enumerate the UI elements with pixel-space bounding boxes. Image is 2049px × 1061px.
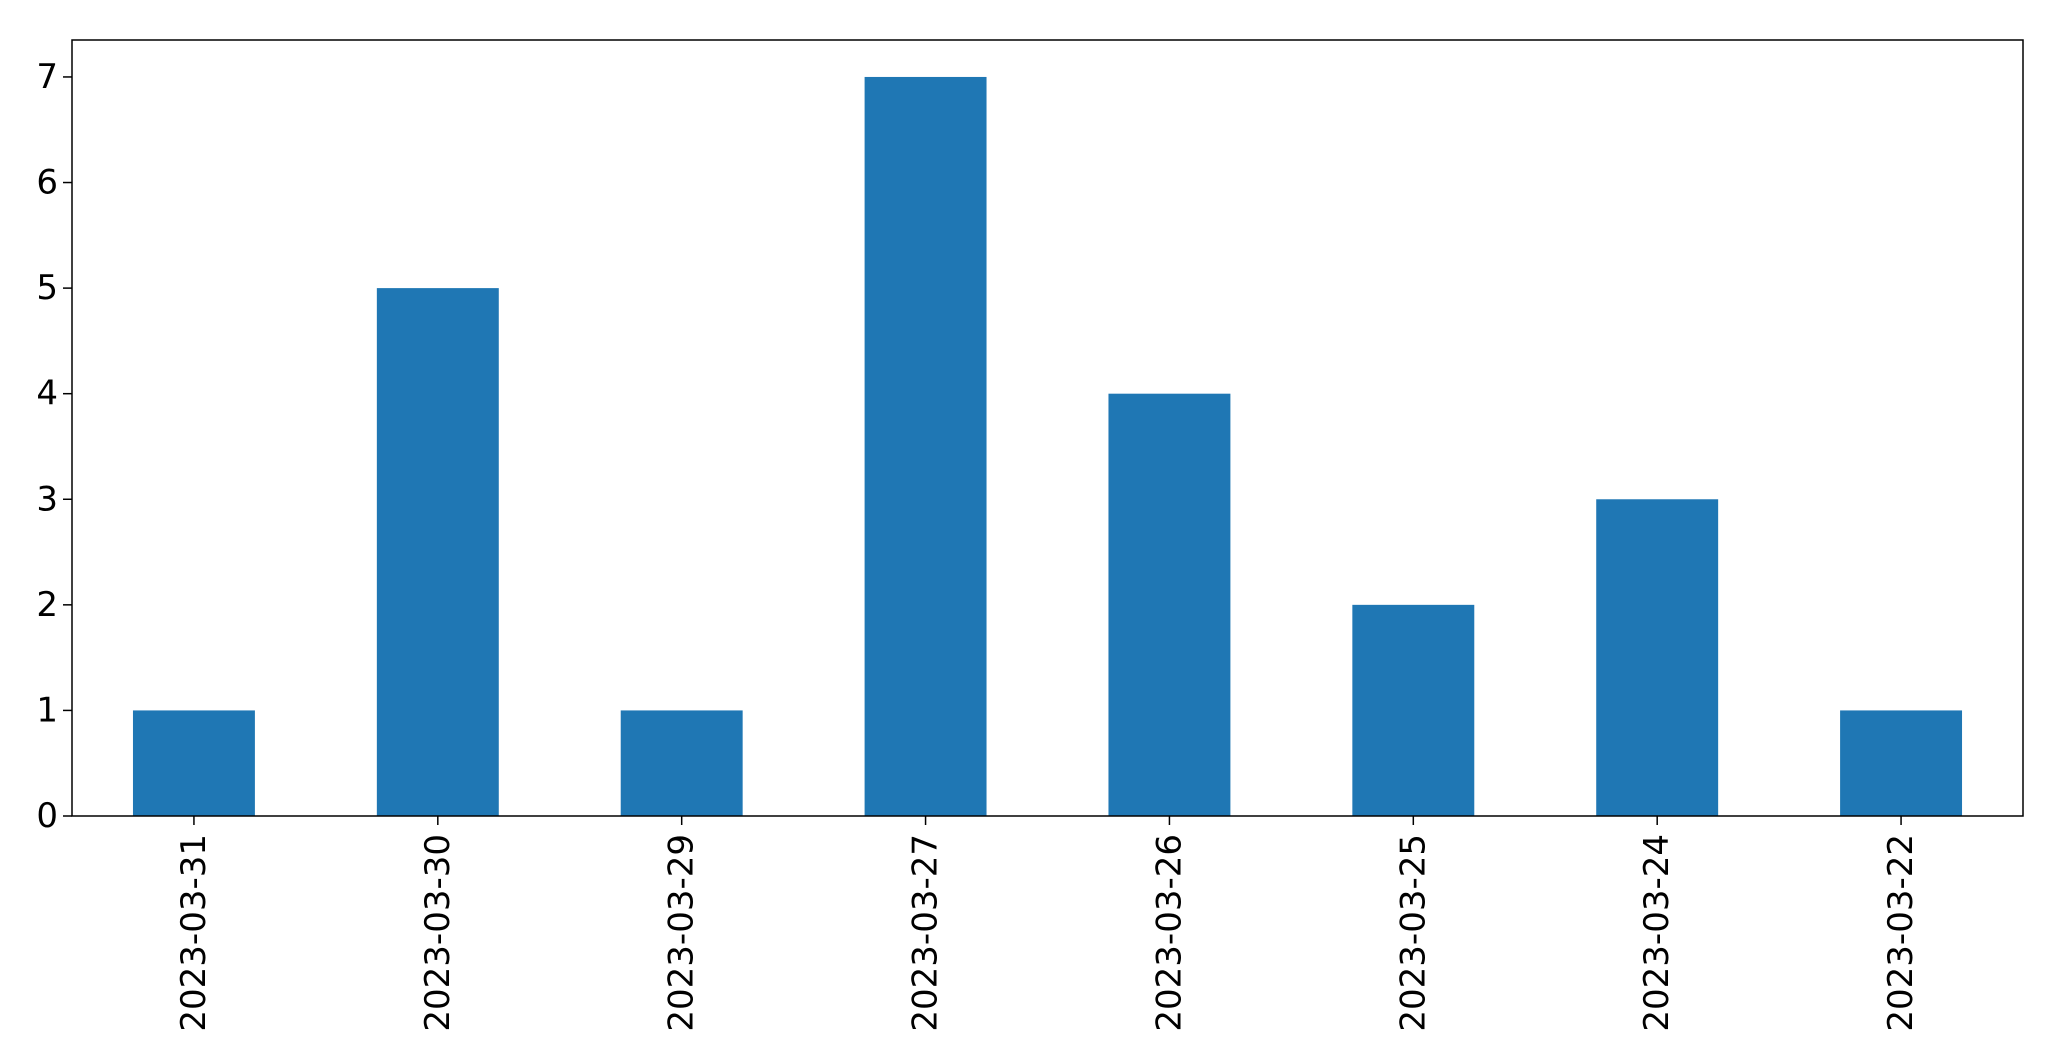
x-tick-label: 2023-03-25 (1393, 834, 1433, 1032)
x-axis: 2023-03-31 2023-03-30 2023-03-29 2023-03-27… (174, 816, 1921, 1032)
x-tick-label: 2023-03-30 (418, 834, 458, 1032)
y-tick-label: 3 (36, 479, 58, 519)
bar-2023-03-30 (376, 288, 499, 816)
y-tick-label: 1 (36, 690, 58, 730)
y-tick-label: 6 (36, 163, 58, 203)
x-tick-label: 2023-03-29 (662, 834, 702, 1032)
bar-2023-03-22 (1840, 710, 1963, 816)
y-axis: 0 1 2 3 4 5 6 7 (36, 57, 72, 836)
y-tick-label: 5 (36, 268, 58, 308)
x-tick-label: 2023-03-24 (1637, 834, 1677, 1032)
bar-2023-03-29 (620, 710, 743, 816)
x-tick-label: 2023-03-31 (174, 834, 214, 1032)
y-tick-label: 0 (36, 796, 58, 836)
bars-layer (132, 76, 1963, 816)
x-tick-label: 2023-03-27 (906, 834, 946, 1032)
bar-2023-03-27 (864, 76, 987, 816)
bar-2023-03-25 (1352, 604, 1475, 816)
y-tick-label: 4 (36, 374, 58, 414)
x-tick-label: 2023-03-22 (1881, 834, 1921, 1032)
plot-frame (71, 39, 2024, 817)
bar-2023-03-26 (1108, 393, 1231, 816)
bar-2023-03-24 (1596, 499, 1719, 816)
bar-2023-03-31 (132, 710, 255, 816)
y-tick-label: 7 (36, 57, 58, 97)
y-tick-label: 2 (36, 585, 58, 625)
x-tick-label: 2023-03-26 (1149, 834, 1189, 1032)
